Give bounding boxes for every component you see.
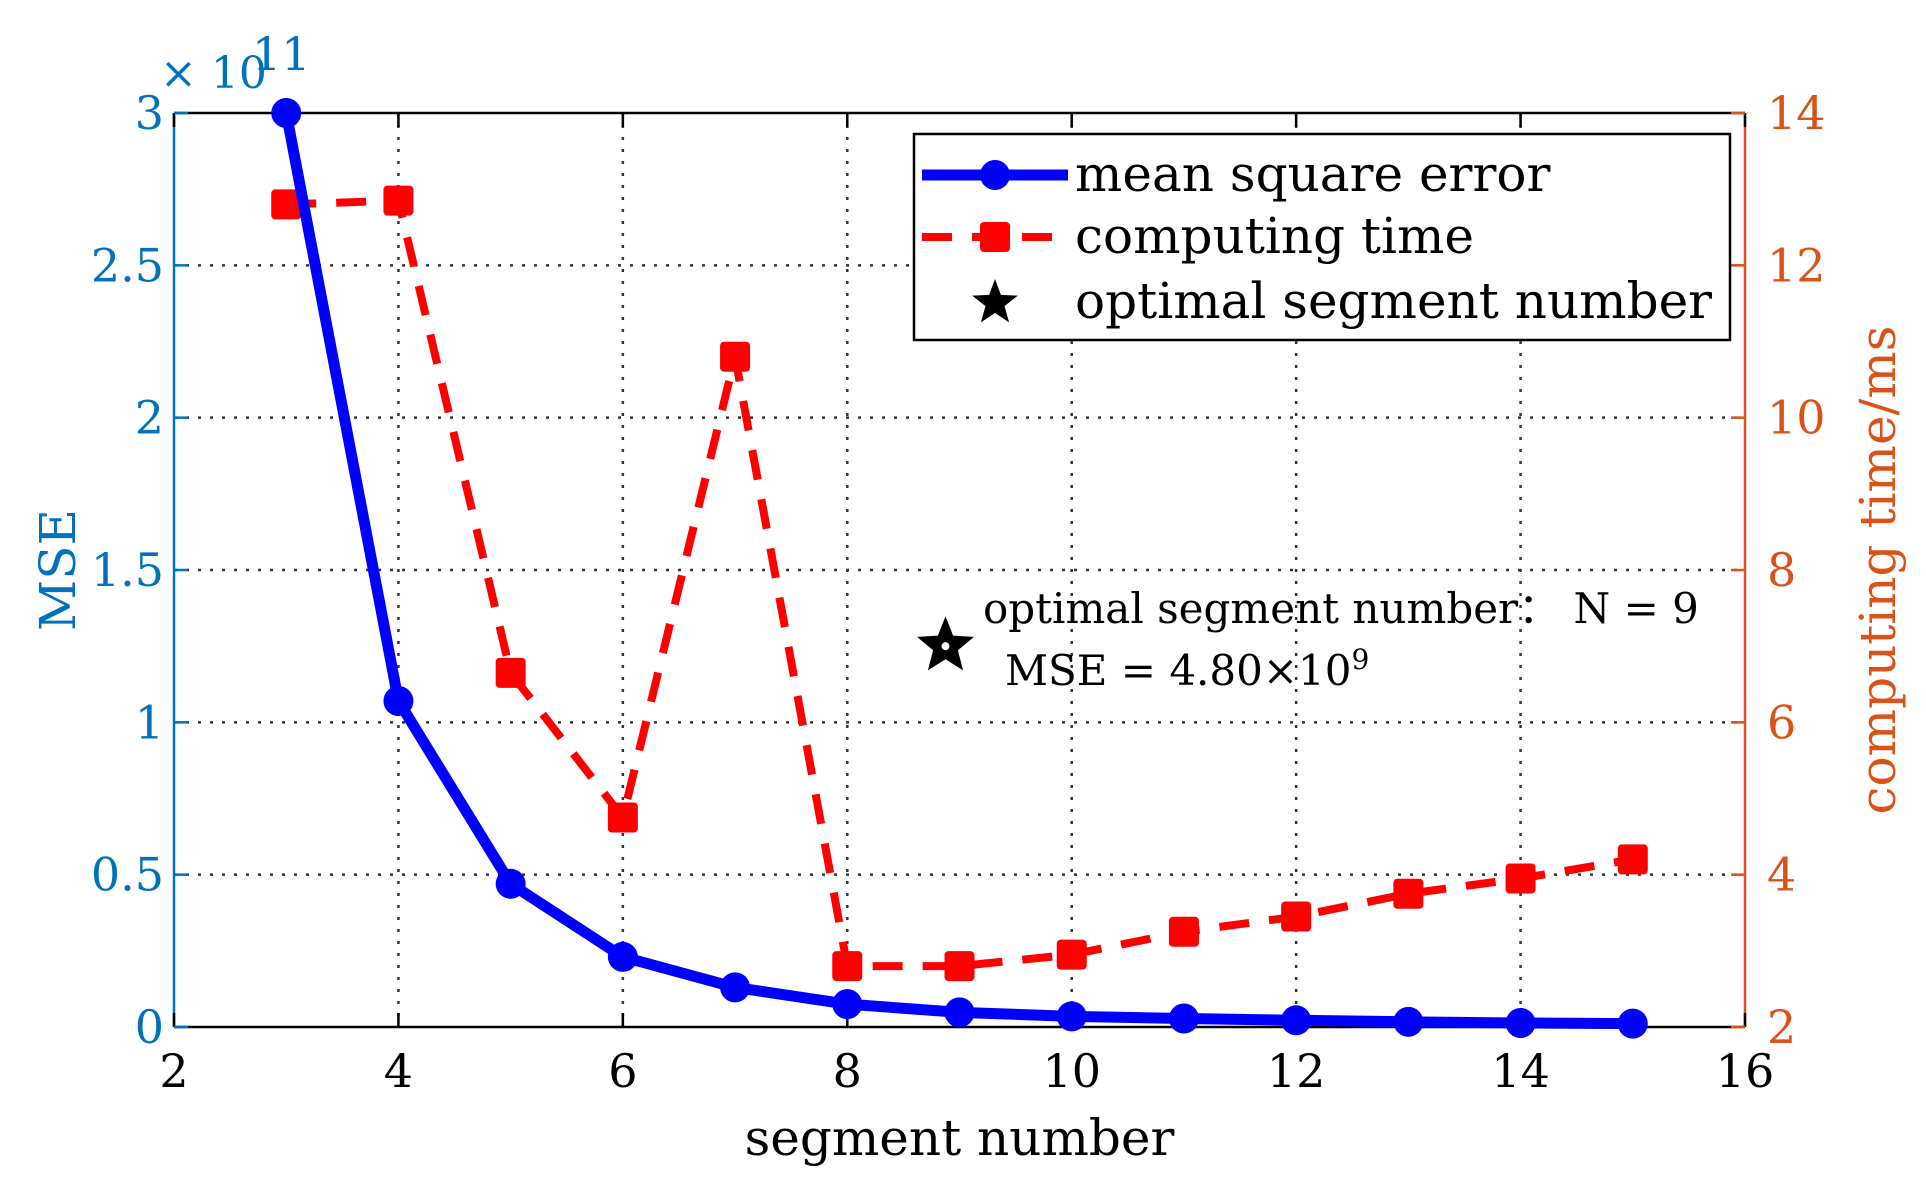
y-left-tick-label: 2 [135, 391, 164, 445]
y-right-tick-label: 14 [1767, 86, 1826, 140]
y-right-tick-label: 12 [1767, 238, 1826, 292]
x-tick-label: 2 [159, 1044, 188, 1098]
x-tick-label: 16 [1716, 1044, 1775, 1098]
computing-time-point [1393, 878, 1424, 909]
mse-point [607, 941, 638, 972]
computing-time-point [1505, 863, 1536, 894]
legend-entry-computing-time: computing time [922, 207, 1474, 265]
optimal-star-center [941, 642, 950, 651]
legend-entry-optimal: optimal segment number [972, 272, 1712, 330]
y-right-axis-label: computing time/ms [1849, 326, 1907, 815]
computing-time-point [1281, 901, 1312, 932]
x-tick-label: 6 [608, 1044, 637, 1098]
legend-star-icon [972, 279, 1018, 323]
y-right-tick-label: 4 [1767, 848, 1796, 902]
y-left-exponent-base: × 10 [160, 48, 267, 99]
computing-time-point [495, 657, 526, 688]
y-right-tick-label: 6 [1767, 695, 1796, 749]
legend-mse-label: mean square error [1075, 145, 1550, 203]
mse-point [271, 98, 302, 128]
computing-time-point [1056, 939, 1087, 970]
y-right-tick-label: 2 [1767, 1000, 1796, 1054]
y-left-tick-label: 0.5 [91, 848, 164, 902]
optimal-annotation: optimal segment number： N = 9 MSE = 4.80×… [917, 584, 1699, 695]
legend-optimal-label: optimal segment number [1075, 272, 1712, 330]
annotation-line-2: MSE = 4.80×109 [1005, 643, 1369, 695]
computing-time-point [720, 341, 751, 372]
x-tick-label: 10 [1042, 1044, 1101, 1098]
y-right-tick-label: 8 [1767, 543, 1796, 597]
legend-ct-marker [980, 222, 1010, 252]
mse-point [832, 989, 863, 1020]
annotation-line-1: optimal segment number： N = 9 [983, 584, 1699, 633]
legend-ct-label: computing time [1075, 207, 1474, 265]
mse-point [944, 997, 975, 1028]
y-left-tick-label: 1 [135, 695, 164, 749]
x-tick-label: 8 [833, 1044, 862, 1098]
computing-time-point [832, 951, 863, 982]
mse-point [1056, 1001, 1087, 1032]
mse-point [720, 972, 751, 1003]
x-tick-label: 12 [1267, 1044, 1326, 1098]
mse-point [1393, 1006, 1424, 1037]
mse-point [1505, 1008, 1536, 1039]
mse-point [383, 686, 414, 717]
mse-point [1617, 1008, 1648, 1039]
x-tick-label: 14 [1491, 1044, 1550, 1098]
x-tick-label: 4 [384, 1044, 413, 1098]
computing-time-point [607, 802, 638, 833]
computing-time-point [944, 951, 975, 982]
y-left-axis-ticks: 0 0.5 1 1.5 2 2.5 3 [91, 86, 188, 1054]
y-left-tick-label: 0 [135, 1000, 164, 1054]
series-computing-time [271, 185, 1648, 982]
legend-mse-marker [980, 160, 1010, 190]
y-left-tick-label: 3 [135, 86, 164, 140]
x-axis-label: segment number [745, 1109, 1175, 1167]
mse-point [495, 868, 526, 899]
y-right-axis-ticks: 2 4 6 8 10 12 14 [1731, 86, 1826, 1054]
mse-point [1281, 1005, 1312, 1036]
y-left-exponent-power: 11 [252, 27, 311, 81]
y-right-tick-label: 10 [1767, 391, 1826, 445]
y-left-tick-label: 1.5 [91, 543, 164, 597]
x-axis-ticks: 2 4 6 8 10 12 14 16 [159, 113, 1774, 1098]
legend-entry-mse: mean square error [922, 145, 1550, 203]
computing-time-point [271, 189, 302, 220]
computing-time-point [383, 185, 414, 216]
series-mean-square-error [271, 98, 1648, 1039]
computing-time-point [1168, 916, 1199, 947]
y-left-tick-label: 2.5 [91, 238, 164, 292]
computing-time-point [1617, 844, 1648, 875]
y-left-axis-label: MSE [29, 509, 87, 631]
mse-point [1168, 1003, 1199, 1034]
annotation-superscript: 9 [1351, 643, 1369, 676]
